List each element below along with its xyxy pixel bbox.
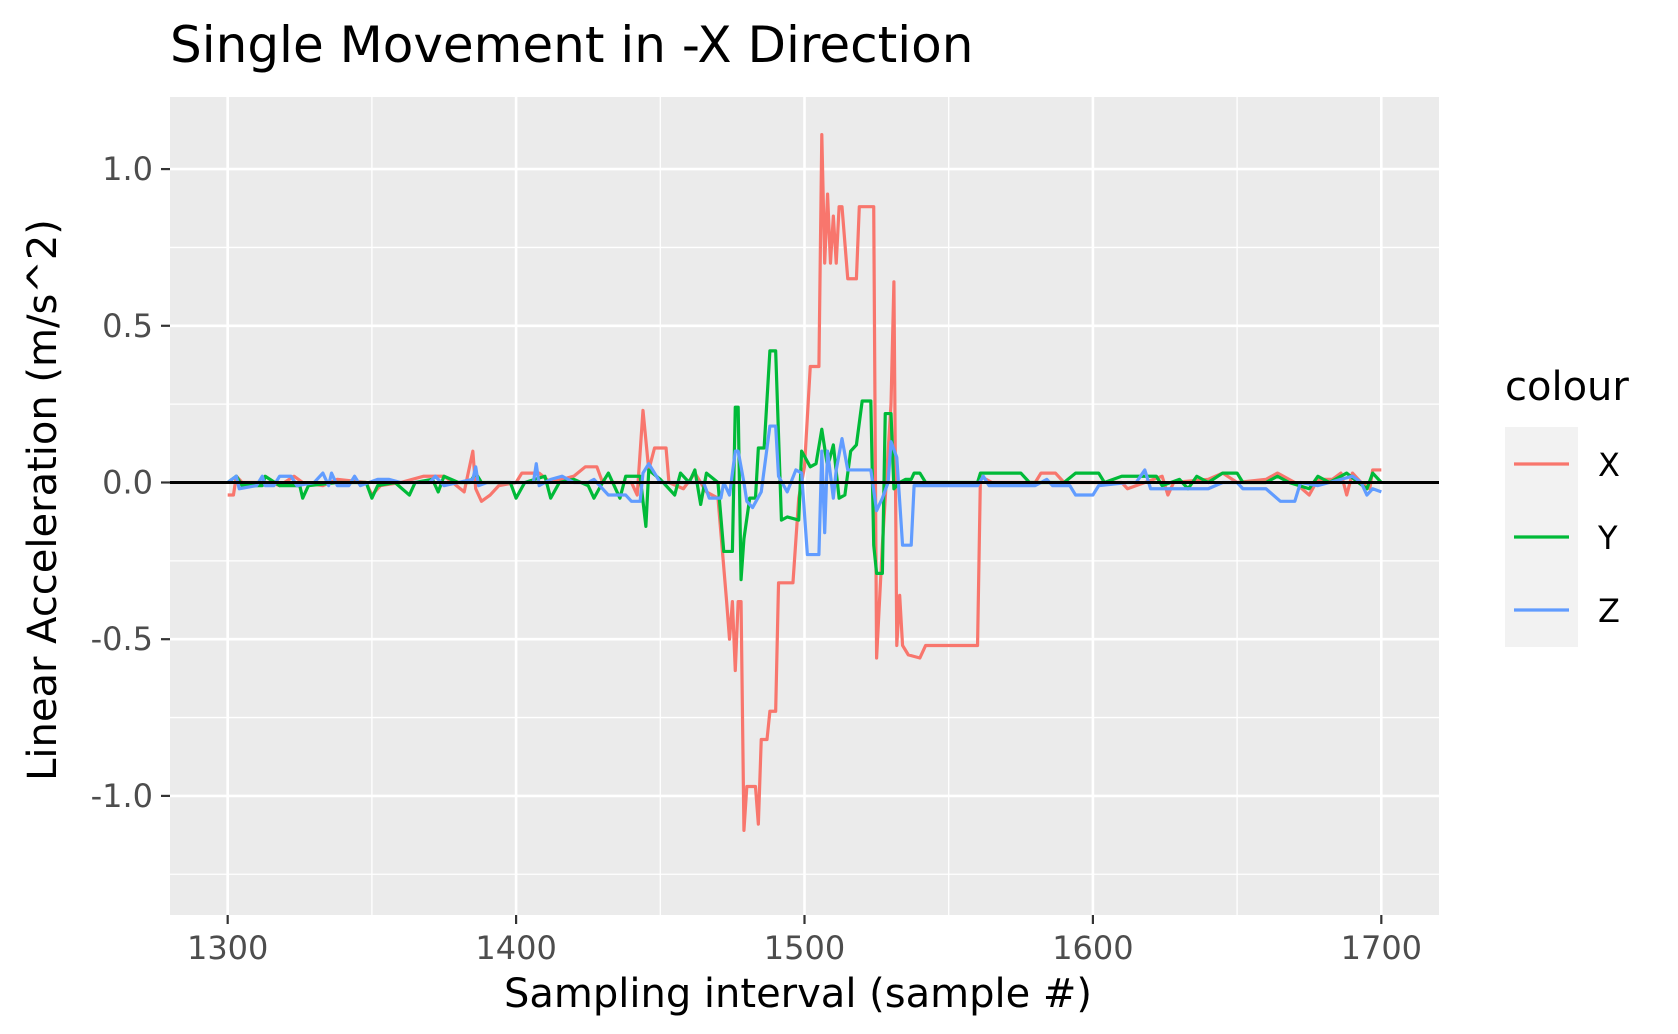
- x-tick-label: 1500: [764, 929, 845, 967]
- legend-label-y: Y: [1597, 519, 1618, 557]
- x-tick-label: 1300: [187, 929, 268, 967]
- y-tick-label: 0.0: [102, 463, 153, 501]
- y-tick-label: 0.5: [102, 307, 153, 345]
- legend-items: XYZ: [1514, 446, 1620, 630]
- legend-title: colour: [1505, 364, 1629, 410]
- x-tick-label: 1400: [475, 929, 556, 967]
- x-axis: 1300 1400 1500 1600 1700: [187, 915, 1422, 967]
- x-axis-title: Sampling interval (sample #): [504, 971, 1092, 1017]
- x-tick-label: 1700: [1341, 929, 1422, 967]
- y-tick-label: 1.0: [102, 150, 153, 188]
- y-tick-label: -1.0: [91, 777, 153, 815]
- x-tick-label: 1600: [1052, 929, 1133, 967]
- major-gridlines: [170, 97, 1439, 915]
- y-axis: -1.0 -0.5 0.0 0.5 1.0: [91, 150, 170, 815]
- y-axis-title: Linear Acceleration (m/s^2): [20, 219, 66, 781]
- legend: colour XYZ: [1505, 364, 1629, 647]
- legend-label-x: X: [1598, 446, 1620, 484]
- y-tick-label: -0.5: [91, 620, 153, 658]
- legend-label-z: Z: [1598, 592, 1620, 630]
- chart-title: Single Movement in -X Direction: [170, 16, 973, 74]
